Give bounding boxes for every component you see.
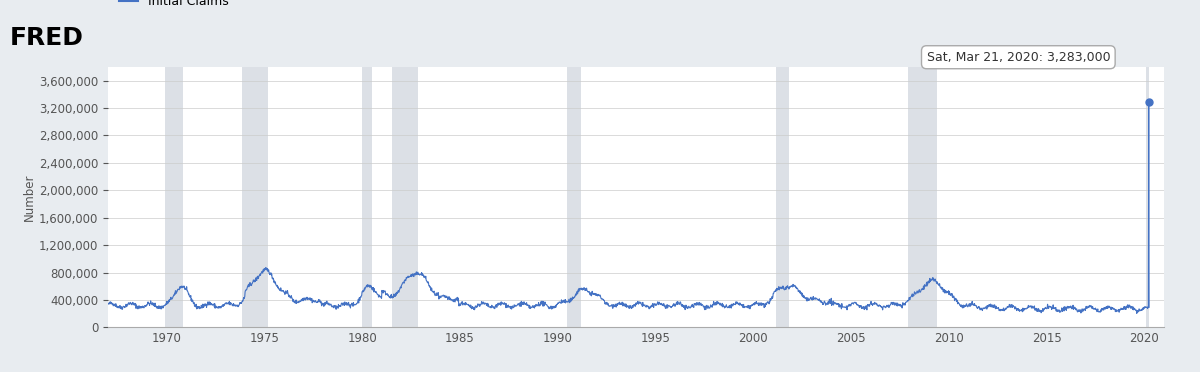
- Bar: [776, 67, 790, 327]
- Text: Sat, Mar 21, 2020: 3,283,000: Sat, Mar 21, 2020: 3,283,000: [926, 51, 1110, 64]
- Y-axis label: Number: Number: [23, 173, 36, 221]
- Bar: [1146, 67, 1150, 327]
- Legend: Initial Claims: Initial Claims: [114, 0, 234, 13]
- Bar: [241, 67, 268, 327]
- Bar: [166, 67, 182, 327]
- Bar: [908, 67, 937, 327]
- Bar: [391, 67, 418, 327]
- Text: FRED: FRED: [10, 26, 84, 50]
- Bar: [362, 67, 372, 327]
- Bar: [568, 67, 581, 327]
